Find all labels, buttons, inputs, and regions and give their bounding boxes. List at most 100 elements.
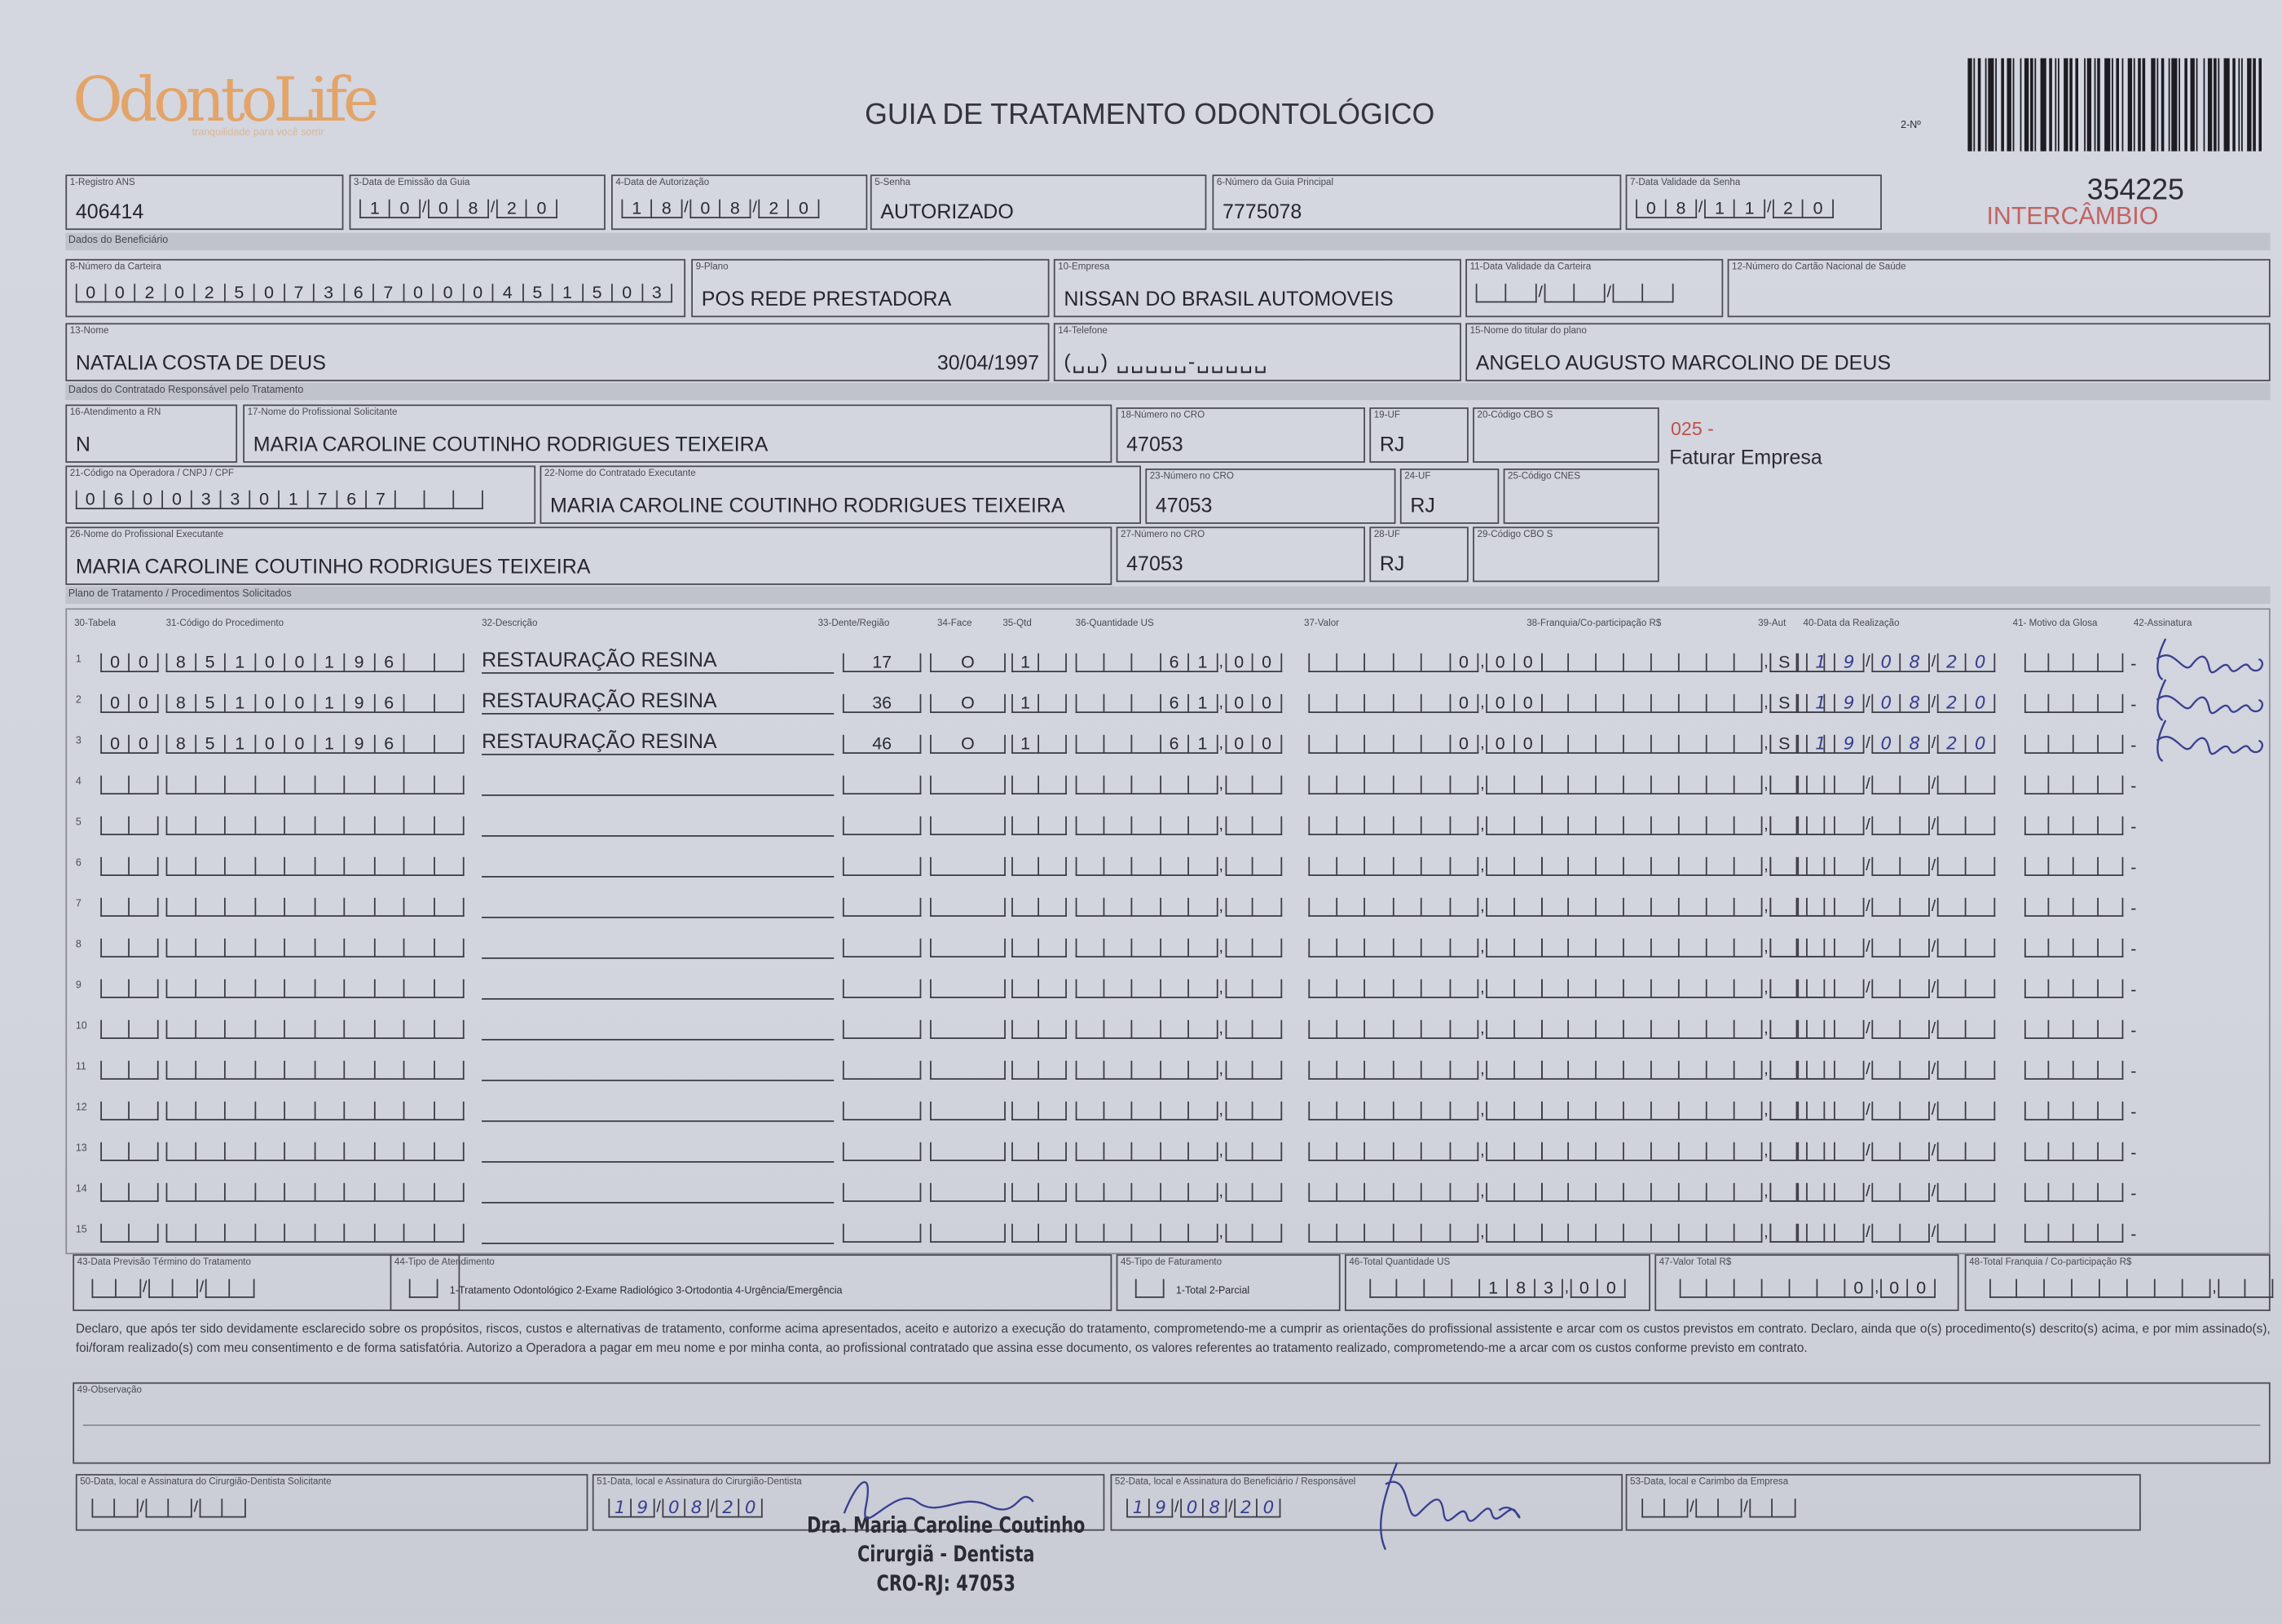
field-f1[interactable]: 1-Registro ANS 406414 [65, 174, 344, 231]
field-f27[interactable]: 27-Número no CRO 47053 [1116, 526, 1365, 583]
face-field[interactable] [930, 1101, 1006, 1120]
procedure-description[interactable]: RESTAURAÇÃO RESINA [482, 729, 835, 755]
comb-input[interactable]: 1 9/0 8/2 0 [1806, 653, 1996, 672]
comb-input[interactable]: 1 [1011, 734, 1067, 754]
comb-input[interactable] [408, 1279, 438, 1298]
comb-input[interactable] [2024, 653, 2124, 672]
tooth-field[interactable] [842, 1223, 922, 1243]
comb-input[interactable]: 1 9/0 8/2 0 [608, 1498, 763, 1518]
comb-input[interactable]: 1 [1011, 653, 1067, 672]
procedure-description[interactable] [482, 1177, 835, 1204]
field-f10[interactable]: 10-Empresa NISSAN DO BRASIL AUTOMOVEIS [1053, 258, 1461, 318]
field-f3[interactable]: 3-Data de Emissão da Guia 1 0/0 8/2 0 [349, 174, 606, 231]
procedure-description[interactable] [482, 1014, 835, 1041]
comb-input[interactable]: , [1075, 1060, 1282, 1080]
comb-input[interactable]: , [1308, 1182, 1543, 1202]
comb-input[interactable]: , [1075, 1182, 1282, 1202]
tooth-field[interactable] [842, 775, 922, 794]
field-f24[interactable]: 24-UF RJ [1399, 468, 1500, 524]
field-f16[interactable]: 16-Atendimento a RN N [65, 404, 238, 463]
tooth-field[interactable] [842, 938, 922, 957]
comb-input[interactable] [100, 979, 159, 998]
tooth-field[interactable] [842, 979, 922, 998]
comb-input[interactable]: S [1769, 653, 1800, 672]
face-field[interactable] [930, 775, 1006, 794]
comb-input[interactable] [2024, 1101, 2124, 1120]
field-f50[interactable]: 50-Data, local e Assinatura do Cirurgião… [75, 1473, 588, 1531]
comb-input[interactable] [100, 1223, 159, 1243]
face-field[interactable] [930, 979, 1006, 998]
comb-input[interactable] [165, 1182, 465, 1202]
comb-input[interactable] [2024, 1019, 2124, 1039]
comb-input[interactable]: / / [91, 1499, 247, 1518]
comb-input[interactable]: / / [1806, 897, 1996, 917]
field-f6[interactable]: 6-Número da Guia Principal 7775078 [1212, 174, 1622, 231]
field-f21[interactable]: 21-Código na Operadora / CNPJ / CPF 0 6 0 0 3… [65, 465, 536, 524]
field-f46[interactable]: 46-Total Quantidade US 1 8 3, 0 0 [1344, 1254, 1650, 1311]
comb-input[interactable] [1769, 979, 1800, 998]
comb-input[interactable]: , [1308, 856, 1543, 876]
procedure-description[interactable] [482, 974, 835, 1000]
tooth-field[interactable] [842, 1101, 922, 1120]
procedure-description[interactable]: RESTAURAÇÃO RESINA [482, 689, 835, 715]
comb-input[interactable] [100, 1101, 159, 1120]
comb-input[interactable] [165, 1019, 465, 1039]
comb-input[interactable] [2024, 979, 2124, 998]
comb-input[interactable] [2024, 856, 2124, 876]
field-f44[interactable]: 44-Tipo de Atendimento 1-Tratamento Odont… [390, 1254, 1112, 1311]
comb-input[interactable]: , [1541, 1182, 1826, 1202]
comb-input[interactable]: 1 8/0 8/2 0 [621, 199, 820, 218]
comb-input[interactable]: , [1989, 1279, 2274, 1298]
comb-input[interactable]: , [1075, 856, 1282, 876]
comb-input[interactable] [1769, 816, 1800, 835]
procedure-description[interactable] [482, 892, 835, 918]
comb-input[interactable]: / / [1806, 775, 1996, 794]
field-f22[interactable]: 22-Nome do Contratado Executante MARIA CA… [540, 465, 1141, 524]
field-f4[interactable]: 4-Data de Autorização 1 8/0 8/2 0 [610, 174, 868, 231]
comb-input[interactable] [165, 979, 465, 998]
face-field[interactable] [930, 816, 1006, 835]
comb-input[interactable]: , [1308, 897, 1543, 917]
face-field[interactable] [930, 1223, 1006, 1243]
comb-input[interactable] [100, 816, 159, 835]
comb-input[interactable]: S [1769, 734, 1800, 754]
comb-input[interactable] [2024, 1223, 2124, 1243]
comb-input[interactable] [165, 1142, 465, 1161]
comb-input[interactable]: , [1075, 1142, 1282, 1161]
tooth-field[interactable] [842, 856, 922, 876]
face-field[interactable] [930, 1142, 1006, 1161]
comb-input[interactable] [100, 938, 159, 957]
comb-input[interactable]: , [1308, 775, 1543, 794]
comb-input[interactable]: , [1308, 1060, 1543, 1080]
comb-input[interactable] [1769, 897, 1800, 917]
comb-input[interactable]: / / [1806, 979, 1996, 998]
comb-input[interactable]: , [1075, 979, 1282, 998]
comb-input[interactable]: 1 9/0 8/2 0 [1806, 734, 1996, 754]
comb-input[interactable] [100, 1142, 159, 1161]
field-f17[interactable]: 17-Nome do Profissional Solicitante MARIA… [243, 404, 1112, 463]
comb-input[interactable] [2024, 938, 2124, 957]
comb-input[interactable]: 0 8/1 1/2 0 [1636, 199, 1835, 218]
comb-input[interactable] [2024, 1060, 2124, 1080]
procedure-description[interactable] [482, 933, 835, 959]
tooth-field[interactable] [842, 897, 922, 917]
comb-input[interactable] [2024, 897, 2124, 917]
comb-input[interactable]: / / [1475, 284, 1674, 303]
comb-input[interactable]: / / [1806, 1101, 1996, 1120]
comb-input[interactable] [2024, 693, 2124, 713]
field-f9[interactable]: 9-Plano POS REDE PRESTADORA [691, 258, 1050, 318]
comb-input[interactable] [165, 938, 465, 957]
field-f53[interactable]: 53-Data, local e Carimbo da Empresa / / [1625, 1473, 2141, 1531]
comb-input[interactable] [1011, 897, 1067, 917]
field-f29[interactable]: 29-Código CBO S [1473, 526, 1659, 583]
comb-input[interactable]: , [1308, 938, 1543, 957]
comb-input[interactable] [1011, 1223, 1067, 1243]
comb-input[interactable]: / / [1806, 1182, 1996, 1202]
comb-input[interactable]: , [1075, 1101, 1282, 1120]
comb-input[interactable] [100, 1182, 159, 1202]
